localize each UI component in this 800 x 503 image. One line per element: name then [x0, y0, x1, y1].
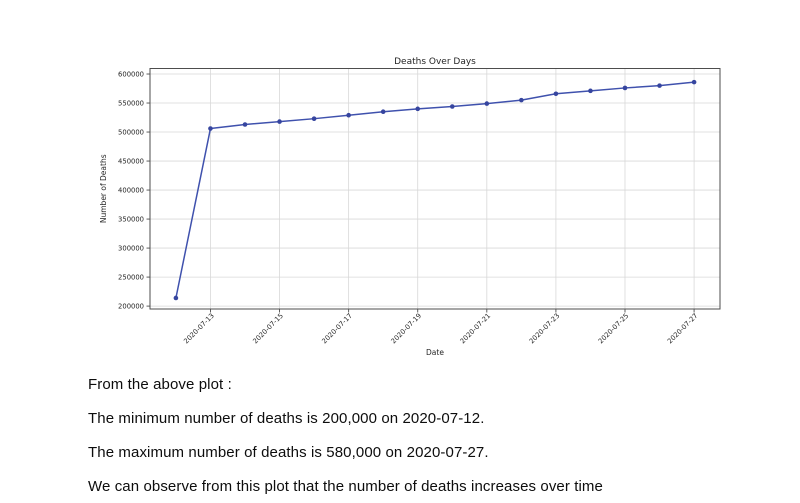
data-point	[311, 116, 317, 121]
chart-canvas: 200000 250000 300000 350000 400000 450000 5000…	[99, 57, 721, 357]
y-tick-label: 200000	[118, 302, 144, 310]
y-tick-label: 350000	[118, 215, 144, 223]
observation-maximum: The maximum number of deaths is 580,000 …	[88, 444, 489, 461]
y-tick-label: 550000	[118, 99, 144, 107]
y-tick-label: 300000	[118, 244, 144, 252]
y-ticks: 200000 250000 300000 350000 400000 450000 5000…	[118, 70, 150, 310]
data-point-markers	[173, 79, 697, 301]
plot-border	[149, 68, 721, 310]
x-gridlines	[210, 68, 695, 309]
x-axis-label: Date	[426, 348, 444, 357]
x-tick-label: 2020-07-13	[182, 312, 216, 346]
y-gridlines	[150, 73, 720, 307]
x-tick-label: 2020-07-27	[666, 312, 700, 346]
y-tick-label: 500000	[118, 128, 144, 136]
data-point	[484, 101, 490, 106]
y-tick-label: 250000	[118, 273, 144, 281]
data-point	[449, 104, 455, 109]
data-point	[346, 112, 351, 118]
data-point	[208, 126, 213, 131]
deaths-series-line	[175, 81, 695, 299]
x-tick-label: 2020-07-15	[251, 312, 285, 346]
deaths-over-days-chart: 200000 250000 300000 350000 400000 450000 5000…	[99, 57, 721, 357]
data-point	[415, 106, 421, 112]
x-tick-label: 2020-07-19	[390, 312, 424, 346]
x-tick-label: 2020-07-23	[528, 312, 562, 346]
y-tick-label: 600000	[118, 70, 144, 78]
data-point	[691, 79, 697, 85]
x-tick-label: 2020-07-25	[597, 312, 631, 346]
x-tick-label: 2020-07-21	[459, 312, 493, 346]
data-point	[277, 119, 282, 124]
data-point	[553, 91, 559, 97]
observation-trend: We can observe from this plot that the n…	[88, 478, 603, 495]
y-axis-label: Number of Deaths	[99, 154, 108, 223]
y-tick-label: 400000	[118, 186, 144, 194]
data-point	[519, 97, 524, 103]
data-point	[380, 109, 386, 115]
data-point	[622, 85, 628, 91]
x-ticks: 2020-07-13 2020-07-15 2020-07-17 2020-07-19…	[182, 309, 700, 346]
data-point	[242, 122, 248, 127]
observation-minimum: The minimum number of deaths is 200,000 …	[88, 410, 485, 427]
y-tick-label: 450000	[118, 157, 144, 165]
data-point	[173, 295, 179, 301]
data-point	[657, 83, 662, 88]
data-point	[588, 88, 593, 94]
x-tick-label: 2020-07-17	[320, 312, 354, 346]
observation-intro: From the above plot :	[88, 376, 232, 393]
chart-title: Deaths Over Days	[394, 57, 476, 67]
